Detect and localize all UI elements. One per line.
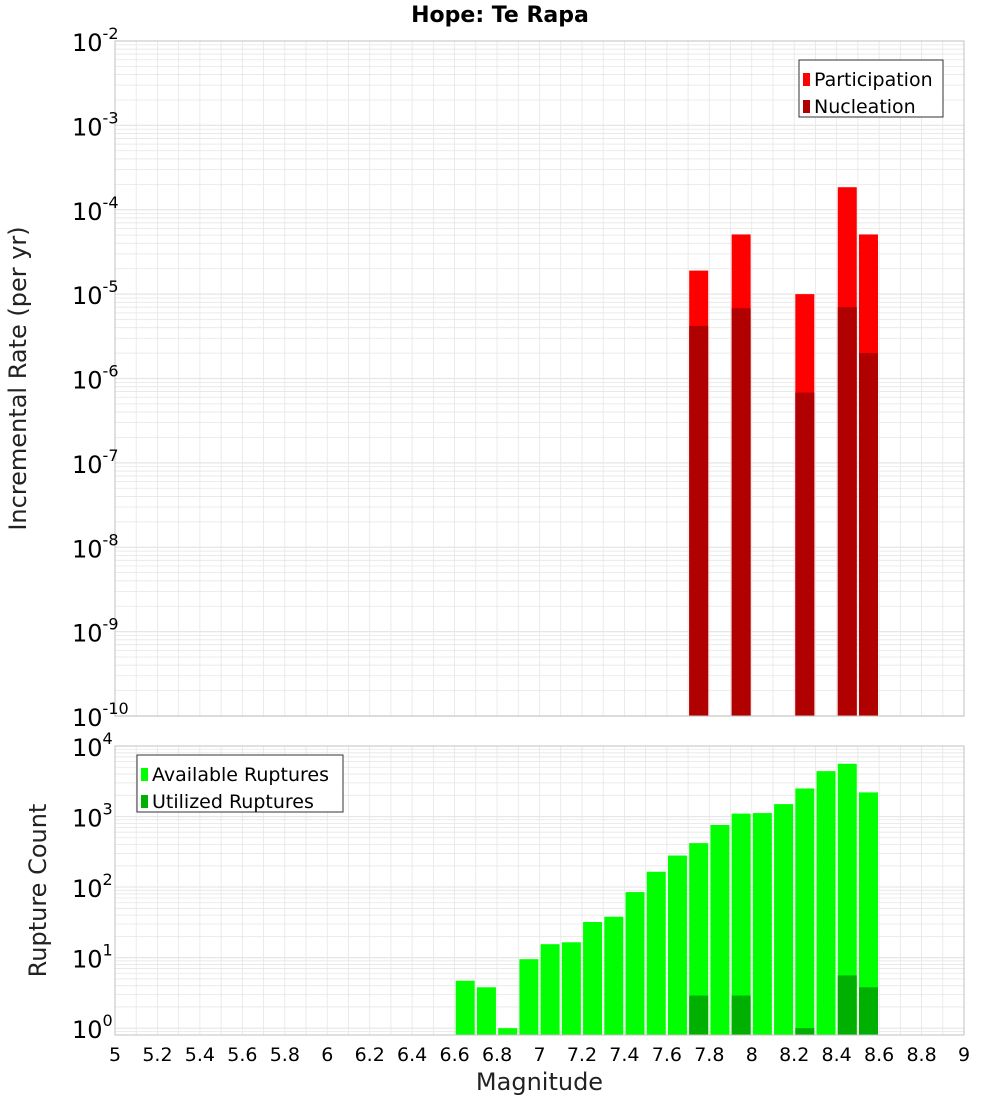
x-tick-label: 6 <box>321 1044 333 1066</box>
count-bar-a <box>519 959 539 1035</box>
x-tick-label: 5.4 <box>185 1044 215 1066</box>
x-tick-label: 8 <box>746 1044 758 1066</box>
count-bar-a <box>561 942 581 1035</box>
count-bar-a <box>795 788 815 1035</box>
count-bar-a <box>667 855 687 1035</box>
x-tick-label: 8.4 <box>822 1044 852 1066</box>
count-bar-a <box>837 763 857 1035</box>
x-tick-label: 8.8 <box>906 1044 936 1066</box>
rate-y-tick-label: 10-7 <box>72 446 119 479</box>
count-bar-a <box>604 916 624 1035</box>
chart-title: Hope: Te Rapa <box>411 3 589 28</box>
count-bar-a <box>689 843 709 1035</box>
rate-bar-b <box>858 353 878 716</box>
count-y-tick-label: 102 <box>72 870 113 903</box>
count-y-tick-label: 101 <box>72 941 113 974</box>
count-bar-b <box>795 1028 815 1035</box>
rate-legend-box <box>798 59 944 118</box>
count-bar-b <box>858 987 878 1035</box>
x-tick-label: 5.8 <box>270 1044 300 1066</box>
x-tick-label: 7.2 <box>567 1044 597 1066</box>
count-bar-a <box>858 792 878 1035</box>
count-bar-b <box>837 975 857 1035</box>
rate-legend-swatch <box>803 73 810 86</box>
count-bar-a <box>774 804 794 1035</box>
rate-bar-b <box>731 308 751 716</box>
x-tick-label: 7.6 <box>652 1044 682 1066</box>
rate-bar-b <box>689 325 709 716</box>
rate-y-tick-label: 10-5 <box>72 277 119 310</box>
rate-bar-b <box>837 307 857 716</box>
count-y-tick-label: 103 <box>72 800 113 833</box>
count-y-axis-label: Rupture Count <box>24 804 52 978</box>
count-bar-a <box>476 987 496 1035</box>
x-tick-label: 5 <box>109 1044 121 1066</box>
count-bar-a <box>498 1028 518 1035</box>
rate-legend-swatch <box>803 100 810 113</box>
x-tick-label: 6.4 <box>397 1044 427 1066</box>
rate-y-axis-label: Incremental Rate (per yr) <box>4 226 32 530</box>
count-bar-a <box>625 892 645 1035</box>
count-bar-a <box>583 921 603 1035</box>
x-tick-label: 5.2 <box>142 1044 172 1066</box>
rate-y-tick-label: 10-2 <box>72 24 119 57</box>
count-bar-a <box>455 980 475 1035</box>
count-bar-a <box>731 813 751 1035</box>
x-tick-label: 7.4 <box>609 1044 639 1066</box>
count-legend-swatch <box>141 795 148 808</box>
count-y-tick-label: 104 <box>72 729 113 762</box>
rate-y-tick-label: 10-10 <box>72 699 129 732</box>
x-tick-label: 5.6 <box>227 1044 257 1066</box>
rate-y-tick-label: 10-8 <box>72 530 119 563</box>
x-axis-label: Magnitude <box>476 1068 603 1096</box>
count-legend-box <box>136 754 344 813</box>
count-bar-a <box>710 824 730 1035</box>
count-y-tick-label: 100 <box>72 1011 113 1044</box>
count-bar-a <box>540 944 560 1035</box>
rate-y-tick-label: 10-6 <box>72 362 119 395</box>
x-tick-label: 7 <box>533 1044 545 1066</box>
rate-y-tick-label: 10-3 <box>72 108 119 141</box>
rate-plot-frame <box>114 40 965 717</box>
count-bar-a <box>816 771 836 1035</box>
x-tick-label: 8.2 <box>779 1044 809 1066</box>
x-tick-label: 6.6 <box>439 1044 469 1066</box>
count-plot-frame <box>114 745 965 1036</box>
x-tick-label: 6.8 <box>482 1044 512 1066</box>
rate-legend-label: Participation <box>814 69 933 91</box>
rate-y-tick-label: 10-4 <box>72 193 119 226</box>
count-bar-b <box>689 995 709 1035</box>
count-legend-swatch <box>141 768 148 781</box>
count-legend-label: Available Ruptures <box>152 764 329 786</box>
x-tick-label: 9 <box>958 1044 970 1066</box>
rate-bar-b <box>795 392 815 716</box>
count-bar-a <box>752 813 772 1035</box>
count-legend-label: Utilized Ruptures <box>152 791 314 813</box>
count-bar-b <box>731 995 751 1035</box>
count-bar-a <box>646 871 666 1035</box>
rate-legend-label: Nucleation <box>814 96 916 118</box>
x-tick-label: 7.8 <box>694 1044 724 1066</box>
x-tick-label: 8.6 <box>864 1044 894 1066</box>
x-tick-label: 6.2 <box>355 1044 385 1066</box>
rate-y-tick-label: 10-9 <box>72 615 119 648</box>
